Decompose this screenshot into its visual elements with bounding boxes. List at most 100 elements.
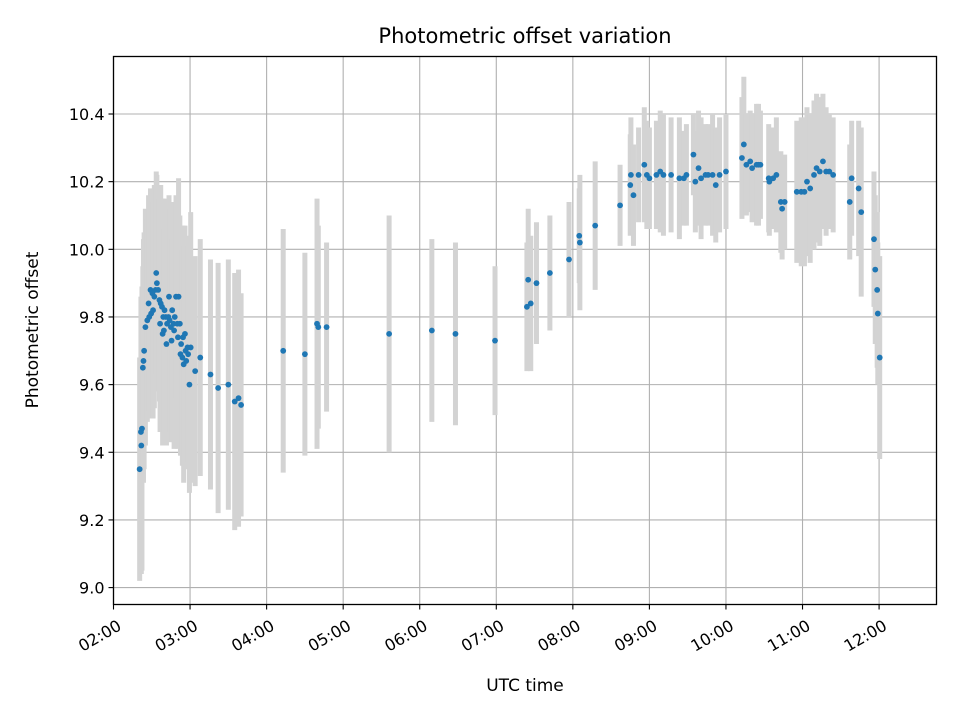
data-point bbox=[386, 330, 393, 337]
data-point bbox=[698, 175, 704, 182]
data-point bbox=[136, 466, 143, 473]
data-point bbox=[871, 236, 877, 243]
chart-title: Photometric offset variation bbox=[378, 24, 671, 48]
data-point bbox=[178, 341, 185, 347]
y-tick-label: 10.0 bbox=[69, 240, 105, 259]
data-point bbox=[793, 188, 800, 195]
data-point bbox=[166, 317, 173, 324]
data-point bbox=[692, 178, 699, 185]
data-point bbox=[712, 182, 719, 188]
y-tick-label: 9.0 bbox=[79, 579, 104, 598]
data-point bbox=[846, 199, 853, 205]
data-point bbox=[773, 171, 780, 178]
data-point bbox=[779, 205, 786, 212]
data-point bbox=[153, 280, 160, 287]
data-point bbox=[683, 171, 690, 178]
y-tick-label: 10.4 bbox=[69, 105, 105, 124]
y-axis-ticks: 9.0 9.2 9.4 9.6 9.8 10.0 10.2 10.4 bbox=[69, 105, 114, 598]
data-point bbox=[525, 276, 532, 283]
data-point bbox=[185, 351, 192, 358]
data-point bbox=[225, 381, 232, 388]
data-point bbox=[830, 171, 837, 178]
data-point bbox=[280, 347, 287, 354]
data-point bbox=[150, 307, 156, 314]
data-point bbox=[747, 158, 754, 165]
data-point bbox=[653, 171, 660, 178]
data-point bbox=[192, 368, 199, 374]
data-point bbox=[646, 175, 653, 182]
data-point bbox=[690, 151, 697, 158]
x-axis-label: UTC time bbox=[486, 676, 564, 696]
data-point bbox=[139, 364, 146, 371]
data-point bbox=[187, 344, 194, 351]
data-point bbox=[826, 168, 833, 175]
data-point bbox=[676, 175, 683, 182]
data-point bbox=[171, 314, 178, 320]
data-point bbox=[175, 293, 182, 300]
data-point bbox=[492, 337, 498, 344]
data-point bbox=[186, 381, 193, 388]
data-point bbox=[716, 171, 723, 178]
data-point bbox=[705, 171, 712, 178]
y-axis-label: Photometric offset bbox=[23, 251, 43, 408]
data-point bbox=[141, 347, 148, 354]
data-point bbox=[641, 161, 648, 168]
data-point bbox=[215, 385, 222, 391]
data-point bbox=[855, 185, 862, 192]
data-point bbox=[723, 168, 729, 175]
plot-frame bbox=[112, 55, 938, 606]
data-point bbox=[874, 310, 881, 317]
data-point bbox=[161, 307, 168, 314]
data-point bbox=[781, 199, 788, 205]
data-point bbox=[628, 171, 634, 178]
data-point bbox=[428, 327, 435, 334]
data-point bbox=[820, 158, 826, 165]
data-point bbox=[743, 161, 750, 168]
data-point bbox=[235, 395, 242, 402]
data-point bbox=[169, 307, 176, 314]
data-point bbox=[323, 324, 330, 331]
data-point bbox=[231, 398, 238, 405]
data-point bbox=[142, 324, 149, 331]
data-point bbox=[176, 320, 183, 327]
y-tick-label: 9.8 bbox=[79, 308, 104, 327]
data-point bbox=[138, 442, 145, 449]
data-point bbox=[163, 341, 170, 347]
data-point bbox=[524, 303, 530, 310]
data-point bbox=[630, 192, 637, 199]
data-point bbox=[175, 334, 181, 341]
data-point bbox=[157, 320, 163, 327]
data-point bbox=[660, 171, 667, 178]
data-point bbox=[166, 293, 172, 300]
data-point bbox=[151, 293, 158, 300]
data-point bbox=[749, 165, 756, 172]
data-point bbox=[546, 270, 553, 276]
data-point bbox=[874, 287, 881, 293]
data-point bbox=[807, 185, 814, 192]
data-point bbox=[153, 270, 160, 276]
data-point bbox=[592, 222, 599, 229]
data-point bbox=[627, 182, 634, 188]
data-point bbox=[668, 171, 674, 178]
data-point bbox=[533, 280, 540, 287]
data-point bbox=[140, 358, 147, 364]
data-point bbox=[197, 354, 204, 361]
data-point bbox=[757, 161, 764, 168]
data-point bbox=[858, 209, 865, 216]
y-tick-label: 9.4 bbox=[79, 443, 104, 462]
data-point bbox=[182, 330, 188, 337]
data-point bbox=[635, 171, 642, 178]
data-point bbox=[709, 171, 716, 178]
data-point bbox=[576, 232, 583, 239]
data-point bbox=[527, 300, 534, 307]
data-point bbox=[145, 300, 152, 307]
data-point bbox=[315, 324, 322, 331]
data-points bbox=[136, 141, 883, 473]
data-point bbox=[816, 168, 823, 175]
data-point bbox=[155, 287, 162, 293]
data-point bbox=[566, 256, 572, 263]
data-point bbox=[161, 327, 167, 334]
data-point bbox=[576, 239, 583, 246]
data-point bbox=[811, 171, 817, 178]
